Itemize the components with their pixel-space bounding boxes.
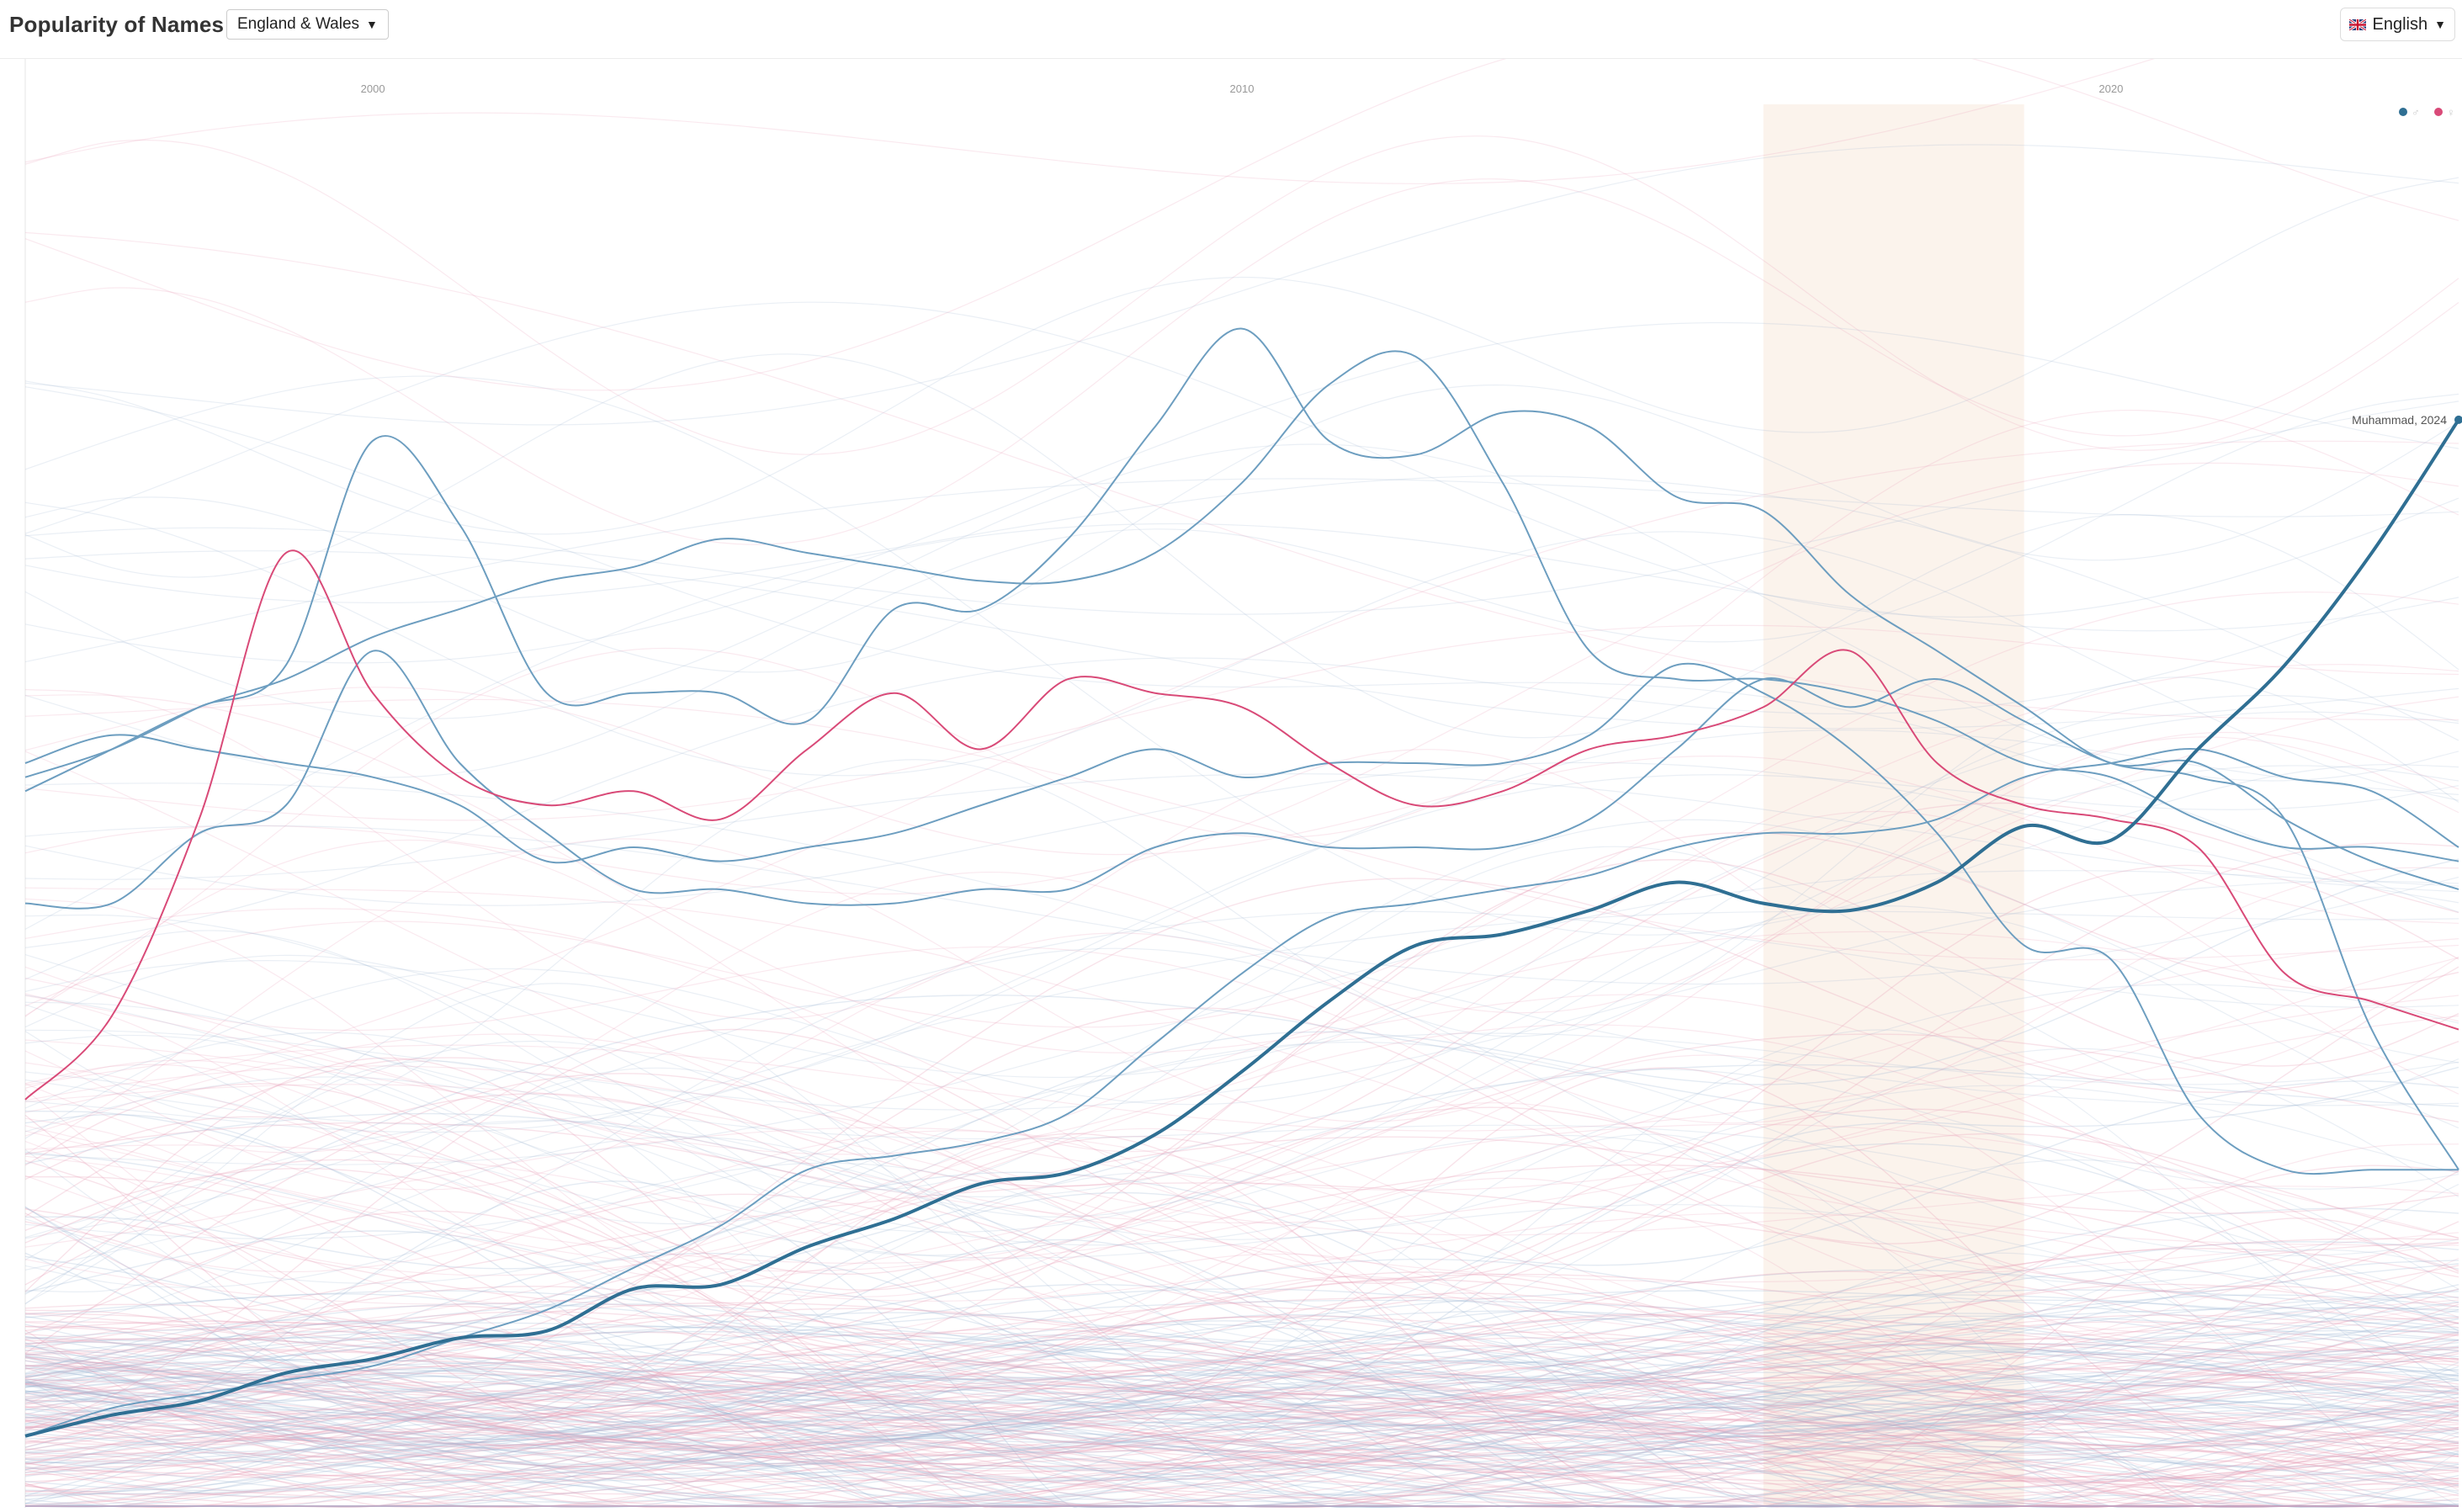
background-name-line[interactable] [25, 712, 2459, 1077]
legend-marker-0[interactable] [2399, 108, 2407, 116]
series-line-boy-a[interactable] [25, 329, 2459, 889]
background-name-line[interactable] [25, 687, 2459, 924]
background-name-line[interactable] [25, 411, 2459, 1016]
background-name-line[interactable] [25, 179, 2459, 544]
background-name-line[interactable] [25, 59, 2459, 390]
background-name-line[interactable] [25, 145, 2459, 425]
x-tick-label: 2010 [1230, 82, 1255, 95]
background-name-line[interactable] [25, 59, 2459, 183]
background-name-line[interactable] [25, 136, 2459, 454]
language-dropdown-label: English [2373, 15, 2428, 34]
chevron-down-icon: ▼ [2434, 18, 2446, 31]
background-name-line[interactable] [25, 995, 2459, 1294]
background-name-line[interactable] [25, 178, 2459, 534]
name-popularity-chart[interactable]: 2000 2010 2020 ♂ ♀ Muhammad, 2024 [0, 59, 2462, 1508]
page-title: Popularity of Names [9, 12, 224, 38]
background-name-line[interactable] [25, 354, 2459, 738]
legend-label-0[interactable]: ♂ [2412, 106, 2420, 119]
x-tick-label: 2020 [2099, 82, 2123, 95]
background-name-line[interactable] [25, 394, 2459, 777]
top-bar: Popularity of Names England & Wales ▼ En… [0, 0, 2462, 59]
chart-area: 2000 2010 2020 ♂ ♀ Muhammad, 2024 [0, 59, 2462, 1508]
background-name-line[interactable] [25, 444, 2459, 781]
region-dropdown[interactable]: England & Wales ▼ [226, 9, 389, 40]
language-dropdown[interactable]: English ▼ [2340, 8, 2455, 41]
background-name-line[interactable] [25, 820, 2459, 1223]
uk-flag-icon [2349, 19, 2366, 30]
series-line-boy-b[interactable] [25, 351, 2459, 861]
region-dropdown-label: England & Wales [237, 15, 359, 34]
background-name-line[interactable] [25, 783, 2459, 1106]
series-line-boy-d[interactable] [25, 664, 2459, 1174]
legend-label-1[interactable]: ♀ [2447, 106, 2455, 119]
background-name-line[interactable] [25, 551, 2459, 729]
x-tick-label: 2000 [361, 82, 385, 95]
background-name-line[interactable] [25, 948, 2459, 1373]
background-name-line[interactable] [25, 825, 2459, 984]
background-name-line[interactable] [25, 577, 2459, 948]
background-name-line[interactable] [25, 625, 2459, 820]
background-name-line[interactable] [25, 479, 2459, 662]
legend-marker-1[interactable] [2434, 108, 2443, 116]
highlighted-series-annotation: Muhammad, 2024 [2352, 413, 2447, 427]
background-name-line[interactable] [25, 232, 2459, 719]
background-name-line[interactable] [25, 401, 2459, 614]
chevron-down-icon: ▼ [366, 18, 378, 31]
background-name-line[interactable] [25, 385, 2459, 672]
background-name-line[interactable] [25, 871, 2459, 1165]
background-name-line[interactable] [25, 811, 2459, 1151]
